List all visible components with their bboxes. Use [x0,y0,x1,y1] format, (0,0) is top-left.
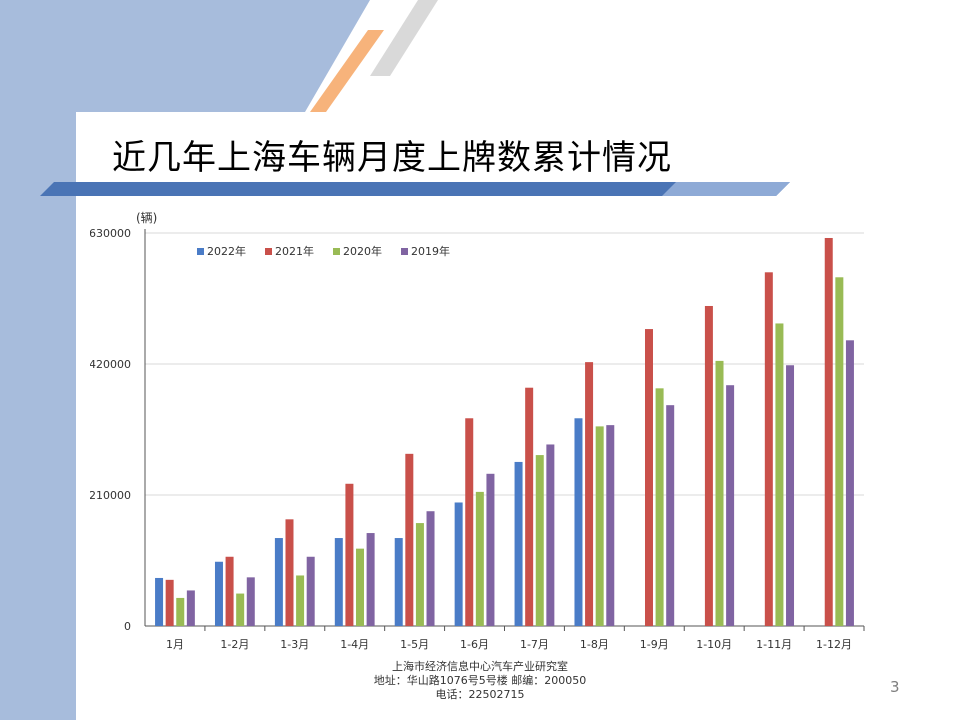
legend-swatch [401,248,408,255]
bar [225,556,234,626]
legend-label: 2022年 [207,244,246,258]
bar [465,418,474,626]
bar [356,548,365,626]
bar [415,523,424,626]
top-blue-shape [0,0,370,112]
legend-label: 2021年 [275,244,314,258]
y-tick-label: 210000 [90,489,131,502]
page-number: 3 [890,678,900,696]
bar [535,455,544,626]
bar [764,272,773,626]
bar [394,538,403,626]
legend: 2022年 2021年 2020年 2019年 [197,244,450,258]
x-tick-label: 1-3月 [280,638,309,651]
x-tick-label: 1-2月 [220,638,249,651]
title-underline-bar [40,182,790,196]
bar [214,561,223,626]
x-tick-label: 1-10月 [696,638,732,651]
footer-address: 地址：华山路1076号5号楼 邮编：200050 [373,674,587,687]
bar [155,577,164,626]
bar [186,590,195,626]
y-tick-label: 630000 [90,227,131,240]
bar [246,577,255,626]
bar [606,425,615,626]
bar [514,461,523,626]
bar [366,533,375,626]
footer-info: 上海市经济信息中心汽车产业研究室 地址：华山路1076号5号楼 邮编：20005… [300,660,660,702]
bar [486,473,495,626]
legend-label: 2019年 [411,244,450,258]
bar [775,323,784,626]
x-tick-label: 1月 [166,638,184,651]
bar [525,387,534,626]
legend-swatch [197,248,204,255]
slide-title: 近几年上海车辆月度上牌数累计情况 [112,138,672,178]
legend-swatch [265,248,272,255]
bar [176,597,185,626]
bar [726,385,735,626]
bar [666,405,675,626]
x-tick-label: 1-6月 [460,638,489,651]
bar-chart: 0 210000 420000 630000 1月 1-2月 1-3月 1-4月 1-5月 1-6… [90,211,865,651]
bar [546,444,555,626]
bar [405,453,414,626]
top-decor-band [0,0,438,112]
x-tick-label: 1-5月 [400,638,429,651]
bar [334,538,343,626]
bar [585,362,594,626]
top-orange-stripe [310,30,384,112]
x-tick-label: 1-7月 [520,638,549,651]
y-tick-label: 0 [124,620,131,633]
left-decor-band [0,0,76,720]
footer-org: 上海市经济信息中心汽车产业研究室 [392,660,568,673]
bar [345,483,354,626]
bar [296,575,305,626]
bar [426,511,435,626]
x-tick-label: 1-12月 [816,638,852,651]
bar [835,277,844,626]
y-tick-label: 420000 [90,358,131,371]
bar [306,556,315,626]
bar [845,340,854,626]
bar [475,491,484,626]
bar [574,418,583,626]
bar [655,388,664,626]
bar [236,593,245,626]
x-tick-label: 1-9月 [640,638,669,651]
footer-phone: 电话：22502715 [435,688,525,701]
bar [595,426,604,626]
bar [715,360,724,626]
bar [165,579,174,626]
legend-label: 2020年 [343,244,382,258]
bar [786,365,795,626]
y-axis-label: (辆) [136,211,157,225]
grid-layer [145,232,864,496]
axis-layer: 0 210000 420000 630000 1月 1-2月 1-3月 1-4月 1-5月 1-6… [90,227,865,651]
x-tick-label: 1-11月 [756,638,792,651]
bar [704,305,713,626]
bar [644,329,653,626]
legend-swatch [333,248,340,255]
bar [824,237,833,626]
bar [285,519,294,626]
top-gray-stripe [370,0,438,76]
bars-layer [155,237,854,626]
bar [274,538,283,626]
bar [454,502,463,626]
x-tick-label: 1-4月 [340,638,369,651]
x-tick-label: 1-8月 [580,638,609,651]
